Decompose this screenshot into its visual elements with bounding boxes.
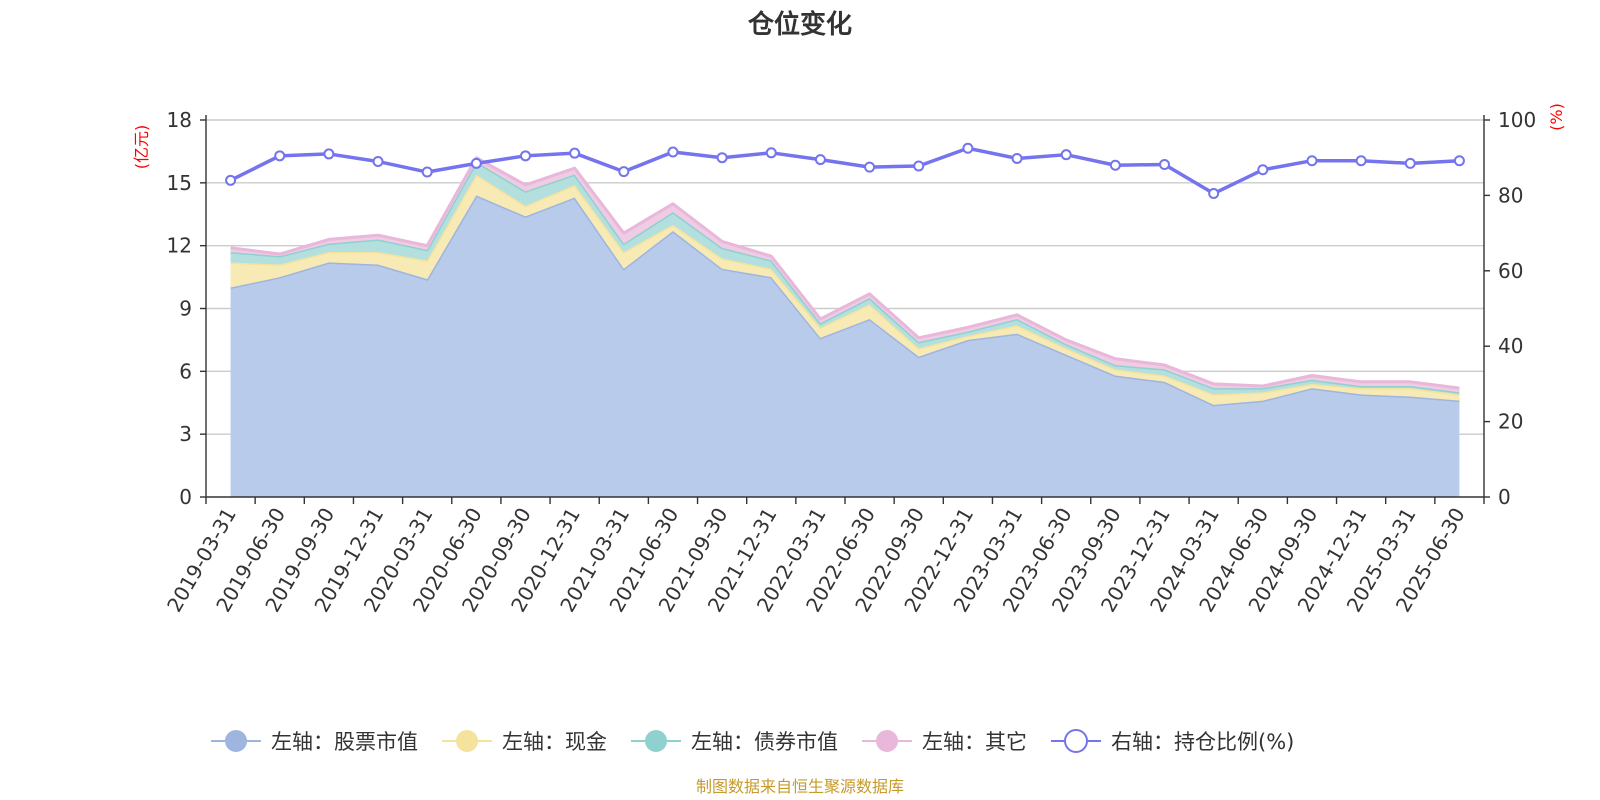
ratio-point bbox=[1404, 157, 1416, 169]
ratio-point bbox=[864, 161, 876, 173]
ratio-point bbox=[372, 155, 384, 167]
left-axis-tick-label: 6 bbox=[179, 359, 192, 383]
legend-label: 左轴：债券市值 bbox=[691, 730, 838, 754]
legend-item-5: 右轴：持仓比例(%) bbox=[1051, 729, 1294, 754]
data-source-note: 制图数据来自恒生聚源数据库 bbox=[696, 777, 904, 796]
ratio-point bbox=[1453, 155, 1465, 167]
legend-swatch-marker bbox=[456, 730, 478, 752]
stacked-area-1 bbox=[230, 195, 1460, 497]
ratio-point bbox=[1208, 188, 1220, 200]
right-axis-tick-label: 40 bbox=[1498, 334, 1523, 358]
right-axis-tick-label: 20 bbox=[1498, 410, 1523, 434]
chart-title: 仓位变化 bbox=[747, 9, 852, 40]
ratio-point bbox=[1011, 152, 1023, 164]
ratio-point bbox=[1355, 155, 1367, 167]
legend-item-2: 左轴：现金 bbox=[442, 730, 607, 754]
ratio-point bbox=[814, 154, 826, 166]
ratio-point bbox=[569, 147, 581, 159]
right-axis-unit: (%) bbox=[1547, 103, 1566, 131]
right-axis-tick-label: 60 bbox=[1498, 259, 1523, 283]
ratio-point bbox=[1109, 159, 1121, 171]
ratio-point bbox=[913, 160, 925, 172]
left-axis-unit: (亿元) bbox=[132, 125, 151, 170]
legend-label: 左轴：其它 bbox=[922, 730, 1027, 754]
ratio-point bbox=[667, 146, 679, 158]
stacked-areas bbox=[230, 156, 1460, 497]
ratio-point bbox=[1060, 149, 1072, 161]
ratio-point bbox=[520, 150, 531, 162]
ratio-point bbox=[618, 166, 630, 178]
legend-item-3: 左轴：债券市值 bbox=[631, 730, 838, 754]
ratio-point bbox=[225, 174, 237, 186]
legend-label: 左轴：现金 bbox=[502, 730, 607, 754]
left-axis-tick-label: 15 bbox=[167, 171, 192, 195]
stacked-area-4-edge bbox=[230, 156, 1460, 390]
ratio-point bbox=[1257, 164, 1269, 176]
legend-label: 右轴：持仓比例(%) bbox=[1111, 730, 1294, 754]
left-axis-tick-label: 3 bbox=[179, 422, 192, 446]
legend-swatch-marker bbox=[876, 730, 898, 752]
ratio-point bbox=[323, 148, 335, 160]
right-axis-tick-label: 100 bbox=[1498, 108, 1536, 132]
position-ratio-line bbox=[225, 142, 1465, 200]
left-axis-tick-label: 9 bbox=[179, 297, 192, 321]
ratio-point bbox=[765, 147, 777, 159]
legend-swatch-marker bbox=[645, 730, 667, 752]
ratio-point bbox=[421, 166, 433, 178]
right-axis-tick-label: 0 bbox=[1498, 485, 1511, 509]
ratio-point bbox=[470, 157, 482, 169]
legend-label: 左轴：股票市值 bbox=[271, 730, 418, 754]
left-axis-tick-label: 0 bbox=[179, 485, 192, 509]
ratio-point bbox=[716, 152, 728, 164]
ratio-point bbox=[274, 150, 286, 162]
legend-item-4: 左轴：其它 bbox=[862, 730, 1027, 754]
legend-swatch-marker bbox=[1064, 729, 1088, 753]
ratio-point bbox=[962, 142, 974, 154]
legend-swatch-marker bbox=[225, 730, 247, 752]
left-axis-tick-label: 12 bbox=[167, 234, 192, 258]
legend-item-1: 左轴：股票市值 bbox=[211, 730, 418, 754]
ratio-line-path bbox=[229, 146, 1460, 196]
left-axis-tick-label: 18 bbox=[167, 108, 192, 132]
ratio-point bbox=[1159, 158, 1170, 170]
ratio-point bbox=[1306, 155, 1318, 167]
right-axis-tick-label: 80 bbox=[1498, 183, 1523, 207]
legend: 左轴：股票市值 左轴：现金 左轴：债券市值 左轴：其它 右轴：持仓比例(%) bbox=[211, 729, 1294, 754]
